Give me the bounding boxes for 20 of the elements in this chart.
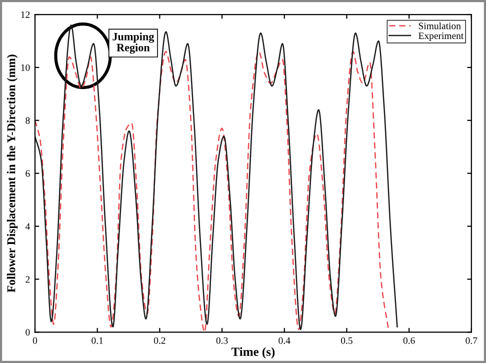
y-axis-title: Follower Displacement in the Y-Direction (mm) — [6, 54, 18, 292]
x-tick-label: 0.1 — [92, 337, 103, 344]
x-tick-label: 0.4 — [278, 337, 290, 344]
x-tick-label: 0.3 — [216, 337, 228, 344]
annotation: Jumping Region — [112, 32, 154, 54]
y-tick-label: 4 — [25, 223, 30, 230]
y-tick-label: 10 — [21, 64, 30, 71]
y-tick-label: 2 — [26, 276, 30, 283]
x-axis-title: Time (s) — [231, 347, 275, 359]
x-tick-label: 0.2 — [154, 337, 166, 344]
x-tick-label: 0.6 — [403, 337, 415, 344]
y-tick-label: 12 — [21, 11, 30, 18]
y-tick-label: 6 — [26, 170, 30, 177]
legend-label: Simulation — [418, 22, 461, 30]
y-tick-label: 8 — [26, 117, 30, 124]
legend-label: Experiment — [418, 32, 464, 42]
x-tick-label: 0.7 — [466, 337, 478, 344]
x-tick-label: 0.5 — [341, 337, 352, 344]
x-tick-label: 0 — [32, 337, 38, 344]
y-tick-label: 0 — [26, 329, 30, 336]
